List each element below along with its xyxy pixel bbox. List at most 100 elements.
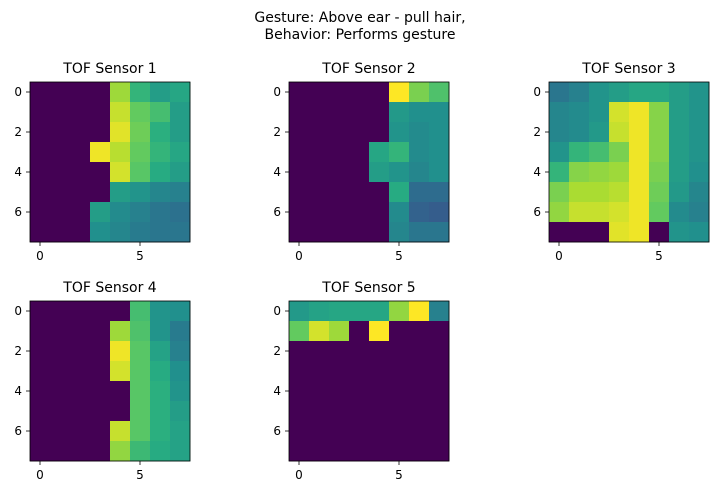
heatmap-cell	[70, 142, 91, 163]
heatmap-cell	[309, 202, 330, 223]
heatmap-cell	[309, 82, 330, 103]
heatmap-cell	[649, 202, 670, 223]
heatmap-cell	[409, 102, 430, 123]
heatmap-cell	[569, 182, 590, 203]
heatmap-cell	[389, 421, 410, 442]
heatmap-cell	[50, 122, 71, 143]
heatmap-cell	[349, 321, 370, 342]
axes-frame	[288, 300, 450, 462]
heatmap-cell	[30, 142, 51, 163]
heatmap-cell	[549, 202, 570, 223]
heatmap-cell	[549, 102, 570, 123]
heatmap-cell	[130, 162, 151, 183]
heatmap-cell	[409, 122, 430, 143]
y-tick-label: 2	[533, 125, 541, 139]
heatmap-cell	[289, 361, 310, 382]
heatmap-cell	[409, 301, 430, 322]
heatmap-cell	[170, 441, 191, 462]
panel-title: TOF Sensor 2	[321, 61, 415, 77]
heatmap-cell	[369, 421, 390, 442]
heatmap-cell	[150, 301, 171, 322]
heatmap-cell	[130, 441, 151, 462]
heatmap-cell	[629, 82, 650, 103]
y-tick-label: 2	[273, 125, 281, 139]
heatmap-cell	[409, 381, 430, 402]
heatmap-cell	[589, 162, 610, 183]
heatmap-cell	[349, 441, 370, 462]
heatmap-cell	[150, 162, 171, 183]
heatmap-cell	[629, 222, 650, 243]
figure-title-line-2: Behavior: Performs gesture	[264, 27, 455, 43]
heatmap-cell	[289, 162, 310, 183]
heatmap-cell	[349, 142, 370, 163]
heatmap-cell	[329, 142, 350, 163]
heatmap-cell	[309, 361, 330, 382]
heatmap-cell	[309, 401, 330, 422]
heatmap-cell	[70, 361, 91, 382]
heatmap-cell	[689, 222, 710, 243]
heatmap-cell	[669, 102, 690, 123]
heatmap-cell	[150, 202, 171, 223]
heatmap-cell	[50, 301, 71, 322]
heatmap-cell	[349, 182, 370, 203]
heatmap-cell	[589, 122, 610, 143]
heatmap-cell	[70, 341, 91, 362]
heatmap-cell	[309, 182, 330, 203]
heatmap-cell	[110, 102, 131, 123]
heatmap-cell	[569, 142, 590, 163]
heatmap-cell	[50, 321, 71, 342]
heatmap-cell	[110, 321, 131, 342]
x-tick-label: 5	[395, 468, 403, 482]
heatmap-cell	[409, 202, 430, 223]
heatmap-cell	[130, 202, 151, 223]
heatmap-cell	[309, 301, 330, 322]
heatmap-cell	[50, 222, 71, 243]
heatmap-cell	[70, 182, 91, 203]
heatmap-cell	[90, 82, 111, 103]
heatmap-cell	[30, 82, 51, 103]
heatmap-cell	[289, 381, 310, 402]
heatmap-cell	[649, 182, 670, 203]
heatmap-cell	[30, 122, 51, 143]
heatmap-cell	[349, 82, 370, 103]
heatmap-cell	[669, 182, 690, 203]
heatmap-cell	[30, 321, 51, 342]
heatmap-cell	[409, 222, 430, 243]
heatmap-cell	[629, 162, 650, 183]
heatmap-cell	[689, 122, 710, 143]
y-tick-label: 2	[273, 344, 281, 358]
heatmap-cell	[110, 162, 131, 183]
heatmap-cell	[669, 82, 690, 103]
heatmap-cell	[409, 182, 430, 203]
heatmap-cell	[329, 162, 350, 183]
heatmap-cell	[170, 182, 191, 203]
heatmap-cell	[329, 341, 350, 362]
heatmap-cell	[349, 102, 370, 123]
y-tick-label: 0	[273, 304, 281, 318]
panel-title: TOF Sensor 3	[581, 61, 675, 77]
heatmap-cell	[309, 162, 330, 183]
heatmap-cell	[669, 122, 690, 143]
heatmap-cell	[409, 321, 430, 342]
heatmap-cell	[110, 82, 131, 103]
heatmap-cell	[549, 122, 570, 143]
y-tick-label: 6	[273, 205, 281, 219]
heatmap-cell	[90, 301, 111, 322]
heatmap-cell	[170, 341, 191, 362]
heatmap-cell	[90, 162, 111, 183]
heatmap-cell	[329, 82, 350, 103]
heatmap-cell	[30, 401, 51, 422]
heatmap-cell	[130, 381, 151, 402]
heatmap-cell	[409, 441, 430, 462]
heatmap-cell	[289, 82, 310, 103]
x-tick-label: 5	[136, 249, 144, 263]
heatmap-cell	[389, 102, 410, 123]
heatmap-cell	[429, 182, 450, 203]
heatmap-cell	[170, 321, 191, 342]
y-tick-label: 4	[533, 165, 541, 179]
heatmap-cell	[309, 122, 330, 143]
heatmap-cell	[389, 341, 410, 362]
heatmap-cell	[609, 182, 630, 203]
heatmap-cell	[50, 82, 71, 103]
